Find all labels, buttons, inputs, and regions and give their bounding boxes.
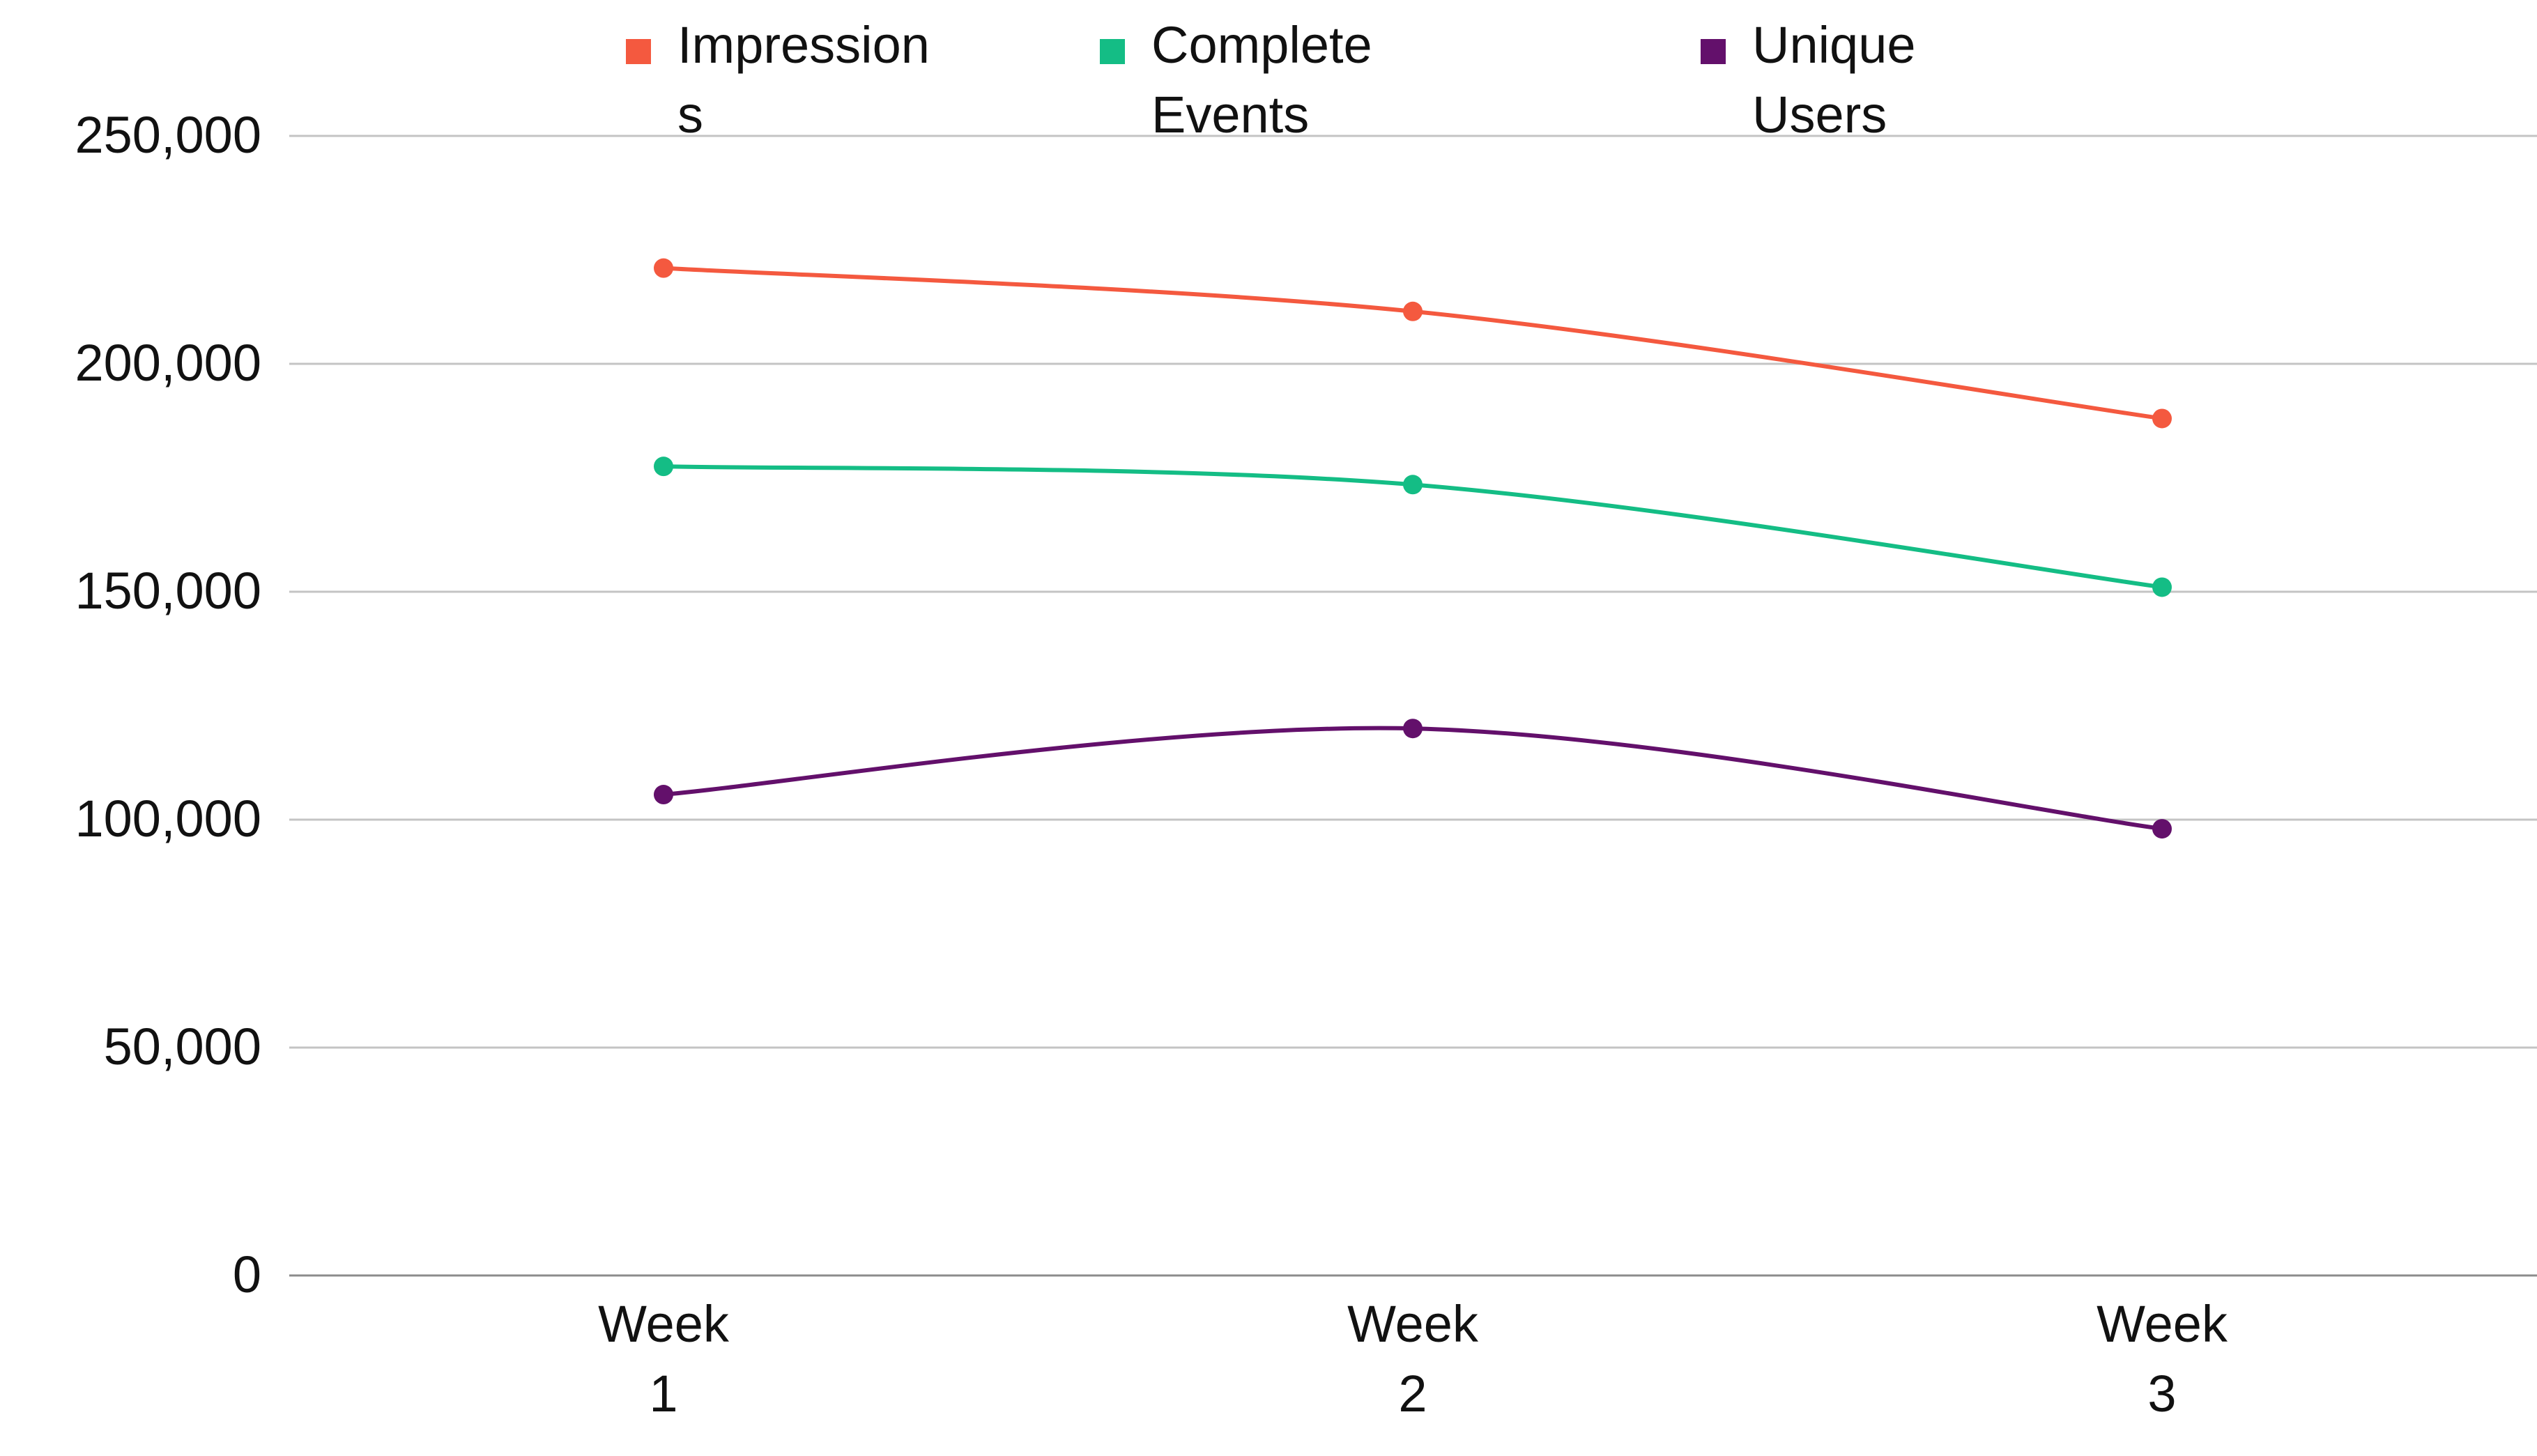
data-point	[2152, 577, 2172, 597]
x-category-label-line: 2	[1398, 1365, 1427, 1423]
x-axis-categories: Week 1 Week 2 Week 3	[598, 1295, 2228, 1423]
legend-item: Unique Users	[1701, 16, 1916, 144]
data-point	[1403, 719, 1423, 739]
legend-label-line: Complete	[1151, 16, 1372, 74]
legend-label-line: Events	[1151, 86, 1309, 144]
legend: Impression s Complete Events Unique Users	[626, 16, 1916, 144]
legend-label: Complete Events	[1151, 16, 1372, 144]
legend-swatch	[1701, 39, 1726, 64]
series-layer	[654, 258, 2172, 839]
data-point	[654, 258, 673, 278]
series-1	[654, 457, 2172, 597]
data-point	[1403, 475, 1423, 495]
data-point	[1403, 301, 1423, 321]
legend-swatch	[626, 39, 651, 64]
x-category-label: Week 2	[1347, 1295, 1479, 1423]
y-tick-label: 50,000	[104, 1018, 261, 1075]
legend-label: Impression s	[677, 16, 930, 144]
legend-swatch	[1100, 39, 1125, 64]
data-point	[2152, 819, 2172, 839]
data-point	[654, 457, 673, 477]
legend-item: Complete Events	[1100, 16, 1372, 144]
x-category-label-line: Week	[598, 1295, 730, 1353]
series-2	[654, 719, 2172, 839]
x-category-label: Week 3	[2097, 1295, 2228, 1423]
x-category-label-line: 1	[649, 1365, 677, 1423]
x-category-label: Week 1	[598, 1295, 730, 1423]
data-point	[2152, 408, 2172, 429]
legend-item: Impression s	[626, 16, 930, 144]
series-0	[654, 258, 2172, 429]
legend-label-line: s	[677, 86, 703, 144]
legend-label: Unique Users	[1752, 16, 1916, 144]
x-category-label-line: 3	[2147, 1365, 2176, 1423]
y-tick-label: 0	[233, 1246, 261, 1303]
legend-label-line: Impression	[677, 16, 930, 74]
y-tick-label: 100,000	[75, 790, 262, 848]
legend-label-line: Users	[1752, 86, 1887, 144]
y-tick-label: 150,000	[75, 562, 262, 620]
x-category-label-line: Week	[1347, 1295, 1479, 1353]
gridlines	[289, 135, 2537, 1277]
x-category-label-line: Week	[2097, 1295, 2228, 1353]
series-line	[661, 266, 2164, 421]
data-point	[654, 785, 673, 805]
y-tick-label: 200,000	[75, 334, 262, 392]
y-tick-label: 250,000	[75, 106, 262, 164]
legend-label-line: Unique	[1752, 16, 1916, 74]
y-axis-ticks: 0 50,000 100,000 150,000 200,000 250,000	[75, 106, 262, 1303]
series-line	[661, 726, 2164, 832]
